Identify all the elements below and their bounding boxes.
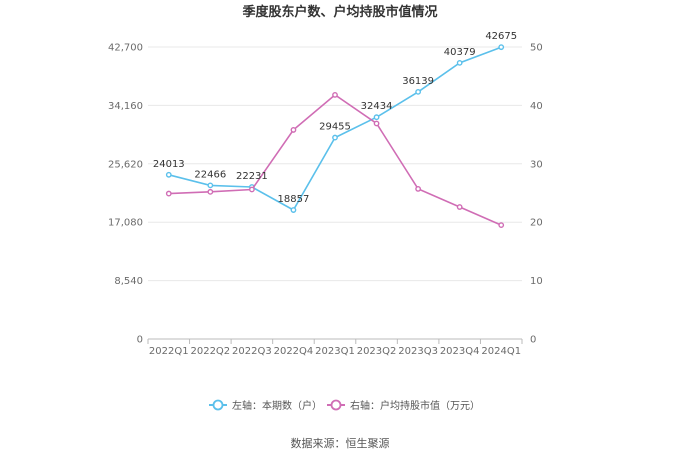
series-avg-value-point	[248, 186, 255, 193]
data-label: 24013	[153, 159, 185, 170]
series-avg-value-point	[290, 127, 297, 133]
grid-layer	[148, 46, 522, 340]
legend-households-marker-icon	[212, 399, 224, 411]
data-label: 42675	[485, 31, 517, 42]
data-label: 36139	[402, 76, 434, 87]
series-households-point	[373, 114, 380, 121]
data-label: 18857	[278, 194, 310, 205]
series-households-point	[498, 44, 505, 51]
series-avg-value-point	[415, 186, 422, 192]
y-right-tick-label: 40	[530, 101, 543, 112]
series-avg-value-point	[207, 188, 214, 195]
y-left-tick-label: 42,700	[108, 43, 143, 54]
x-tick-label: 2023Q2	[357, 346, 397, 357]
series-households-point	[207, 182, 214, 189]
axis-layer: 0 8,540 17,080 25,620 34,160 42,700 0 10 20 30 40 5…	[108, 43, 543, 358]
series-households-point	[290, 207, 297, 213]
y-right-tick-label: 0	[530, 335, 536, 346]
y-right-tick-label: 20	[530, 218, 543, 229]
legend-item-avg-value[interactable]: 右轴：户均持股市值（万元）	[327, 399, 480, 412]
data-label: 22231	[236, 171, 268, 182]
data-label: 29455	[319, 122, 351, 133]
data-label: 22466	[194, 169, 226, 180]
x-tick-label: 2023Q1	[315, 346, 355, 357]
x-tick-label: 2023Q3	[398, 346, 438, 357]
x-tick-label: 2022Q4	[274, 346, 314, 357]
data-label-layer: 24013 22466 22231 18857 29455 32434 36139 40379…	[153, 31, 517, 205]
series-avg-value-point	[456, 204, 463, 210]
y-left-tick-label: 0	[137, 335, 143, 346]
series-avg-value-point	[373, 120, 380, 127]
y-left-tick-label: 8,540	[114, 276, 143, 287]
data-label: 40379	[444, 47, 476, 58]
data-label: 32434	[361, 101, 393, 112]
series-avg-value-point	[165, 190, 172, 197]
series-households-point	[415, 88, 422, 95]
legend[interactable]: 左轴：本期数（户） 右轴：户均持股市值（万元）	[209, 399, 480, 412]
series-households-point	[456, 59, 463, 66]
legend-avg-value-marker-icon	[330, 399, 342, 411]
series-avg-value-point	[498, 222, 505, 229]
legend-avg-value-label: 右轴：户均持股市值（万元）	[350, 399, 480, 412]
chart-title: 季度股东户数、户均持股市值情况	[241, 4, 437, 20]
x-tick-label: 2022Q1	[149, 346, 189, 357]
x-tick-label: 2023Q4	[440, 346, 480, 357]
y-left-tick-label: 17,080	[108, 218, 143, 229]
y-left-tick-label: 25,620	[108, 159, 143, 170]
y-right-tick-label: 30	[530, 159, 543, 170]
y-right-tick-label: 10	[530, 276, 543, 287]
legend-item-households[interactable]: 左轴：本期数（户）	[209, 399, 322, 412]
series-avg-value-point	[332, 91, 338, 98]
series-households-point	[165, 171, 172, 178]
x-tick-label: 2024Q1	[481, 346, 521, 357]
x-tick-label: 2022Q3	[232, 346, 272, 357]
y-left-tick-label: 34,160	[108, 101, 143, 112]
x-tick-label: 2022Q2	[190, 346, 230, 357]
legend-households-label: 左轴：本期数（户）	[232, 399, 322, 412]
series-avg-value-line	[168, 93, 502, 226]
y-right-tick-label: 50	[530, 43, 543, 54]
series-layer	[165, 44, 505, 229]
series-households-point	[332, 134, 338, 141]
data-source-text: 数据来源：恒生聚源	[291, 436, 390, 450]
